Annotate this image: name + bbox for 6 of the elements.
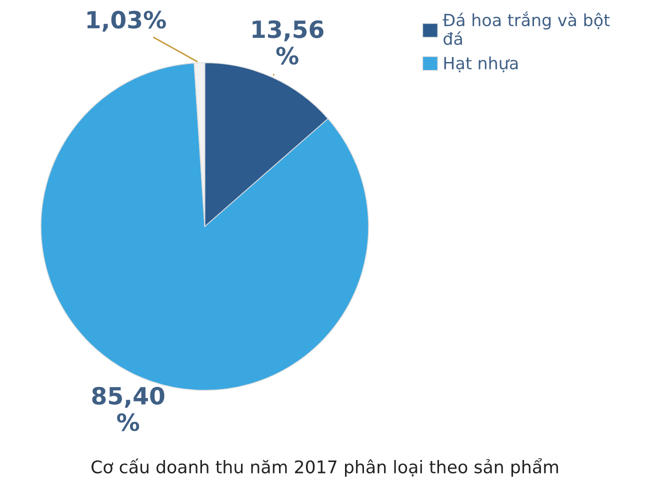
data-label: 13,56 % [252,20,324,65]
text: Cơ cấu doanh thu năm 2017 phân loại theo sản phẩm [92,458,558,477]
data-label: 85,40 % [92,386,164,432]
data-label: 1,03% [87,10,166,32]
legend-label: Hạt nhựa [444,56,518,72]
legend-label: Đá hoa trắng và bột đá [442,11,610,45]
